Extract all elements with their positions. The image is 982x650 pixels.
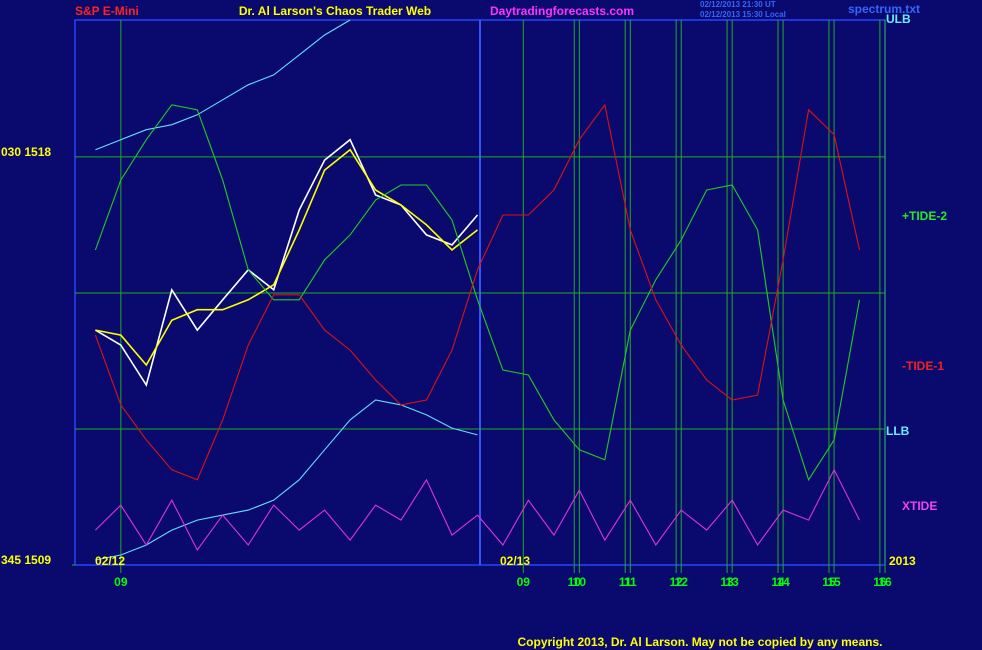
x-tick-label: 09	[517, 575, 531, 589]
x-tick-label: 12	[675, 575, 689, 589]
chart-title: Dr. Al Larson's Chaos Trader Web	[239, 4, 431, 18]
annotation: 02/12/2013 21:30 UT	[700, 0, 776, 9]
y-tick-label: 030 1518	[1, 145, 51, 159]
x-tick-label: 16	[878, 575, 892, 589]
legend-label: ULB	[886, 12, 911, 26]
annotation: Daytradingforecasts.com	[490, 4, 634, 18]
annotation: 02/13	[500, 554, 530, 568]
x-tick-label: 11	[619, 575, 632, 589]
x-tick-label: 13	[720, 575, 734, 589]
annotation: S&P E-Mini	[75, 4, 139, 18]
series-line	[94, 103, 861, 481]
legend-label: +TIDE-2	[902, 209, 947, 223]
x-tick-label: 09	[114, 575, 128, 589]
x-tick-label: 15	[822, 575, 836, 589]
x-tick-label: 16	[873, 575, 887, 589]
series-line	[95, 148, 478, 367]
legend-label: LLB	[886, 424, 910, 438]
legend-label: XTIDE	[902, 499, 937, 513]
series-line	[95, 468, 860, 552]
annotation: 02/12/2013 15:30 Local	[700, 10, 786, 19]
series-line	[95, 399, 478, 561]
x-tick-label: 10	[573, 575, 587, 589]
series-line	[94, 104, 861, 482]
x-tick-label: 10	[568, 575, 582, 589]
annotation: 2013	[889, 554, 916, 568]
x-tick-label: 13	[725, 575, 739, 589]
series-line	[94, 138, 479, 387]
annotation: spectrum.txt	[848, 2, 920, 16]
legend-label: -TIDE-1	[902, 359, 944, 373]
x-tick-label: 14	[771, 575, 785, 589]
x-tick-label: 11	[624, 575, 637, 589]
annotation: Copyright 2013, Dr. Al Larson. May not b…	[518, 635, 883, 649]
x-tick-label: 15	[827, 575, 841, 589]
y-tick-label: 345 1509	[1, 553, 51, 567]
annotation: 02/12	[95, 554, 125, 568]
x-tick-label: 12	[669, 575, 683, 589]
x-tick-label: 14	[776, 575, 790, 589]
